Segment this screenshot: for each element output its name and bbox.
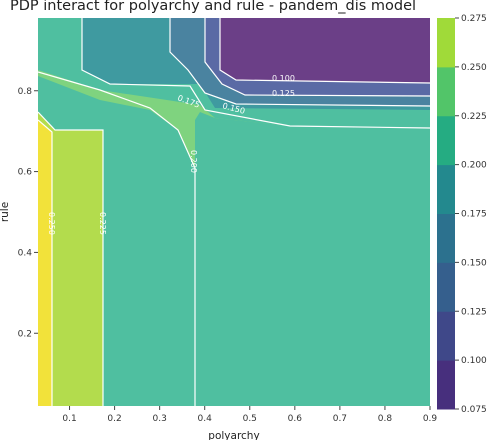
contour-line-0200: [38, 71, 196, 406]
chart-title: PDP interact for polyarchy and rule - pa…: [10, 0, 417, 14]
y-tick-label: 0.8: [18, 87, 33, 97]
contour-line-0225: [38, 111, 104, 406]
colorbar-segment: [437, 115, 455, 166]
colorbar-tick-label: 0.200: [461, 161, 487, 171]
contour-lines: [38, 18, 430, 406]
x-tick-label: 0.3: [152, 414, 166, 424]
x-tick-label: 0.9: [423, 414, 438, 424]
colorbar-segment: [437, 311, 455, 361]
colorbar-segment: [437, 360, 455, 410]
colorbar-segment: [437, 213, 455, 263]
colorbar-tick-label: 0.175: [461, 210, 487, 220]
contour-label-0125: 0.125: [272, 89, 295, 98]
y-axis-label: rule: [0, 202, 11, 222]
colorbar-segment: [437, 66, 455, 117]
colorbar-segment: [437, 164, 455, 214]
x-tick-label: 0.8: [378, 414, 393, 424]
colorbar-segment: [437, 18, 455, 68]
y-tick-label: 0.4: [18, 248, 33, 258]
y-tick-label: 0.2: [18, 329, 32, 339]
contour-line-0125: [204, 18, 430, 97]
colorbar-tick-label: 0.275: [461, 14, 487, 24]
y-axis: 0.2 0.4 0.6 0.8: [18, 87, 38, 339]
colorbar-tick-label: 0.125: [461, 307, 487, 317]
contour-label-0225: 0.225: [98, 212, 107, 235]
colorbar-tick-label: 0.075: [461, 405, 487, 415]
band-0075-0100: [220, 18, 430, 83]
colorbar: 0.075 0.100 0.125 0.150 0.175 0.200 0.225 0.250…: [437, 14, 487, 415]
contour-label-0250: 0.250: [47, 212, 56, 235]
x-axis: 0.1 0.2 0.3 0.4 0.5 0.6 0.7 0.8 0.9: [62, 406, 437, 424]
x-axis-label: polyarchy: [208, 430, 259, 440]
contour-line-0250: [38, 119, 53, 406]
colorbar-tick-label: 0.100: [461, 356, 487, 366]
y-tick-label: 0.6: [18, 168, 33, 178]
colorbar-tick-label: 0.250: [461, 63, 487, 73]
x-tick-label: 0.1: [62, 414, 76, 424]
x-tick-label: 0.7: [333, 414, 347, 424]
x-tick-label: 0.4: [198, 414, 213, 424]
contour-line-0175: [81, 18, 430, 129]
colorbar-tick-label: 0.225: [461, 112, 487, 122]
x-tick-label: 0.5: [243, 414, 257, 424]
contour-line-0150: [169, 18, 430, 107]
colorbar-segment: [437, 262, 455, 312]
band-0225-0250: [38, 112, 103, 406]
contour-label-0100: 0.100: [272, 74, 295, 83]
colorbar-tick-label: 0.150: [461, 258, 487, 268]
x-tick-label: 0.6: [288, 414, 303, 424]
contour-plot-area: 0.100 0.125 0.150 0.175 0.200 0.225 0.25…: [38, 18, 430, 406]
band-main-0175-0200: [195, 112, 430, 406]
x-tick-label: 0.2: [107, 414, 121, 424]
contour-label-0200: 0.200: [189, 150, 198, 173]
contour-line-0100: [219, 18, 430, 84]
band-0250-0275: [38, 120, 52, 406]
